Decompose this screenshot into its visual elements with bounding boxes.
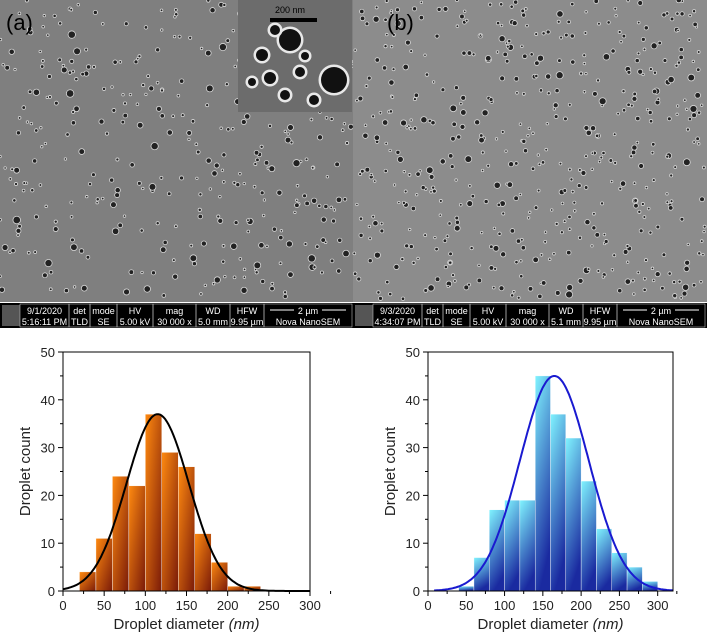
x-tick-label: 150	[176, 598, 198, 613]
histogram-bar	[504, 499, 521, 592]
y-axis-label: Droplet count	[382, 426, 399, 516]
y-tick-label: 40	[41, 393, 55, 408]
svg-text:WD: WD	[559, 306, 574, 316]
svg-text:5:16:11 PM: 5:16:11 PM	[22, 317, 67, 327]
x-tick-label: 200	[217, 598, 239, 613]
svg-text:det: det	[426, 306, 439, 316]
svg-text:SE: SE	[97, 317, 109, 327]
histogram-bar	[128, 485, 146, 592]
x-tick-label: 200	[570, 598, 592, 613]
histogram-bar	[178, 466, 195, 592]
x-tick-label: 300	[647, 598, 669, 613]
y-tick-label: 40	[406, 393, 420, 408]
svg-text:30 000 x: 30 000 x	[157, 317, 192, 327]
svg-text:5.1 mm: 5.1 mm	[551, 317, 581, 327]
svg-text:9/1/2020: 9/1/2020	[27, 306, 62, 316]
histogram-bar	[458, 586, 475, 592]
svg-text:SE: SE	[450, 317, 462, 327]
panel-label: (a)	[6, 10, 33, 35]
x-tick-label: 250	[609, 598, 631, 613]
y-tick-label: 50	[41, 345, 55, 360]
histogram-bar	[145, 413, 162, 592]
y-tick-label: 30	[41, 441, 55, 456]
svg-text:mode: mode	[92, 306, 115, 316]
histogram-bar	[580, 480, 597, 592]
x-axis-label: Droplet diameter (nm)	[478, 616, 624, 633]
histogram-b: 0 50 100 150 200 250 300 0 10 20 30 40 50 Droplet dia…	[382, 345, 678, 633]
x-axis-label: Droplet diameter (nm)	[114, 616, 260, 633]
svg-text:9.95 µm: 9.95 µm	[231, 317, 264, 327]
svg-text:2 µm: 2 µm	[298, 306, 318, 316]
y-tick-label: 10	[41, 536, 55, 551]
svg-text:4:34:07 PM: 4:34:07 PM	[374, 317, 420, 327]
x-tick-label: 100	[494, 598, 516, 613]
svg-text:HV: HV	[482, 306, 495, 316]
svg-text:TLD: TLD	[71, 317, 89, 327]
x-tick-label: 300	[299, 598, 321, 613]
histogram-bar	[565, 437, 582, 592]
svg-text:HFW: HFW	[590, 306, 611, 316]
svg-text:Nova NanoSEM: Nova NanoSEM	[629, 317, 694, 327]
gaussian-fit-curve	[434, 375, 674, 592]
histogram-bar	[95, 538, 113, 592]
inset-scale-bar	[270, 18, 317, 22]
histogram-bar	[550, 413, 567, 592]
x-tick-label: 50	[97, 598, 111, 613]
svg-text:HFW: HFW	[237, 306, 258, 316]
panel-label: (b)	[387, 10, 414, 35]
histogram-bar	[596, 528, 612, 592]
inset-scale-label: 200 nm	[275, 5, 305, 15]
svg-text:mode: mode	[445, 306, 468, 316]
histogram-bar	[534, 375, 551, 592]
y-tick-label: 0	[413, 584, 420, 599]
x-tick-label: 0	[424, 598, 431, 613]
histogram-bar	[611, 552, 628, 592]
svg-text:det: det	[73, 306, 86, 316]
svg-text:5.00 kV: 5.00 kV	[473, 317, 504, 327]
svg-text:9/3/2020: 9/3/2020	[380, 306, 415, 316]
histogram-bar	[161, 452, 179, 592]
y-tick-label: 30	[406, 441, 420, 456]
y-tick-label: 10	[406, 536, 420, 551]
histogram-bar	[112, 476, 130, 592]
svg-text:mag: mag	[166, 306, 184, 316]
x-tick-label: 250	[258, 598, 280, 613]
y-tick-label: 0	[48, 584, 55, 599]
y-tick-label: 20	[41, 488, 55, 503]
svg-text:2 µm: 2 µm	[651, 306, 671, 316]
inset-image: 200 nm	[238, 0, 352, 112]
x-tick-label: 50	[459, 598, 473, 613]
svg-text:HV: HV	[129, 306, 142, 316]
x-tick-label: 150	[532, 598, 554, 613]
y-tick-label: 20	[406, 488, 420, 503]
svg-text:TLD: TLD	[424, 317, 442, 327]
y-axis-label: Droplet count	[17, 426, 34, 516]
svg-text:5.00 kV: 5.00 kV	[120, 317, 151, 327]
svg-text:9.95 µm: 9.95 µm	[584, 317, 617, 327]
svg-text:5.0 mm: 5.0 mm	[198, 317, 228, 327]
svg-text:WD: WD	[206, 306, 221, 316]
svg-text:Nova NanoSEM: Nova NanoSEM	[276, 317, 341, 327]
x-tick-label: 100	[134, 598, 156, 613]
x-tick-label: 0	[59, 598, 66, 613]
y-tick-label: 50	[406, 345, 420, 360]
svg-text:mag: mag	[519, 306, 537, 316]
histogram-bar	[519, 499, 536, 592]
svg-text:30 000 x: 30 000 x	[510, 317, 545, 327]
